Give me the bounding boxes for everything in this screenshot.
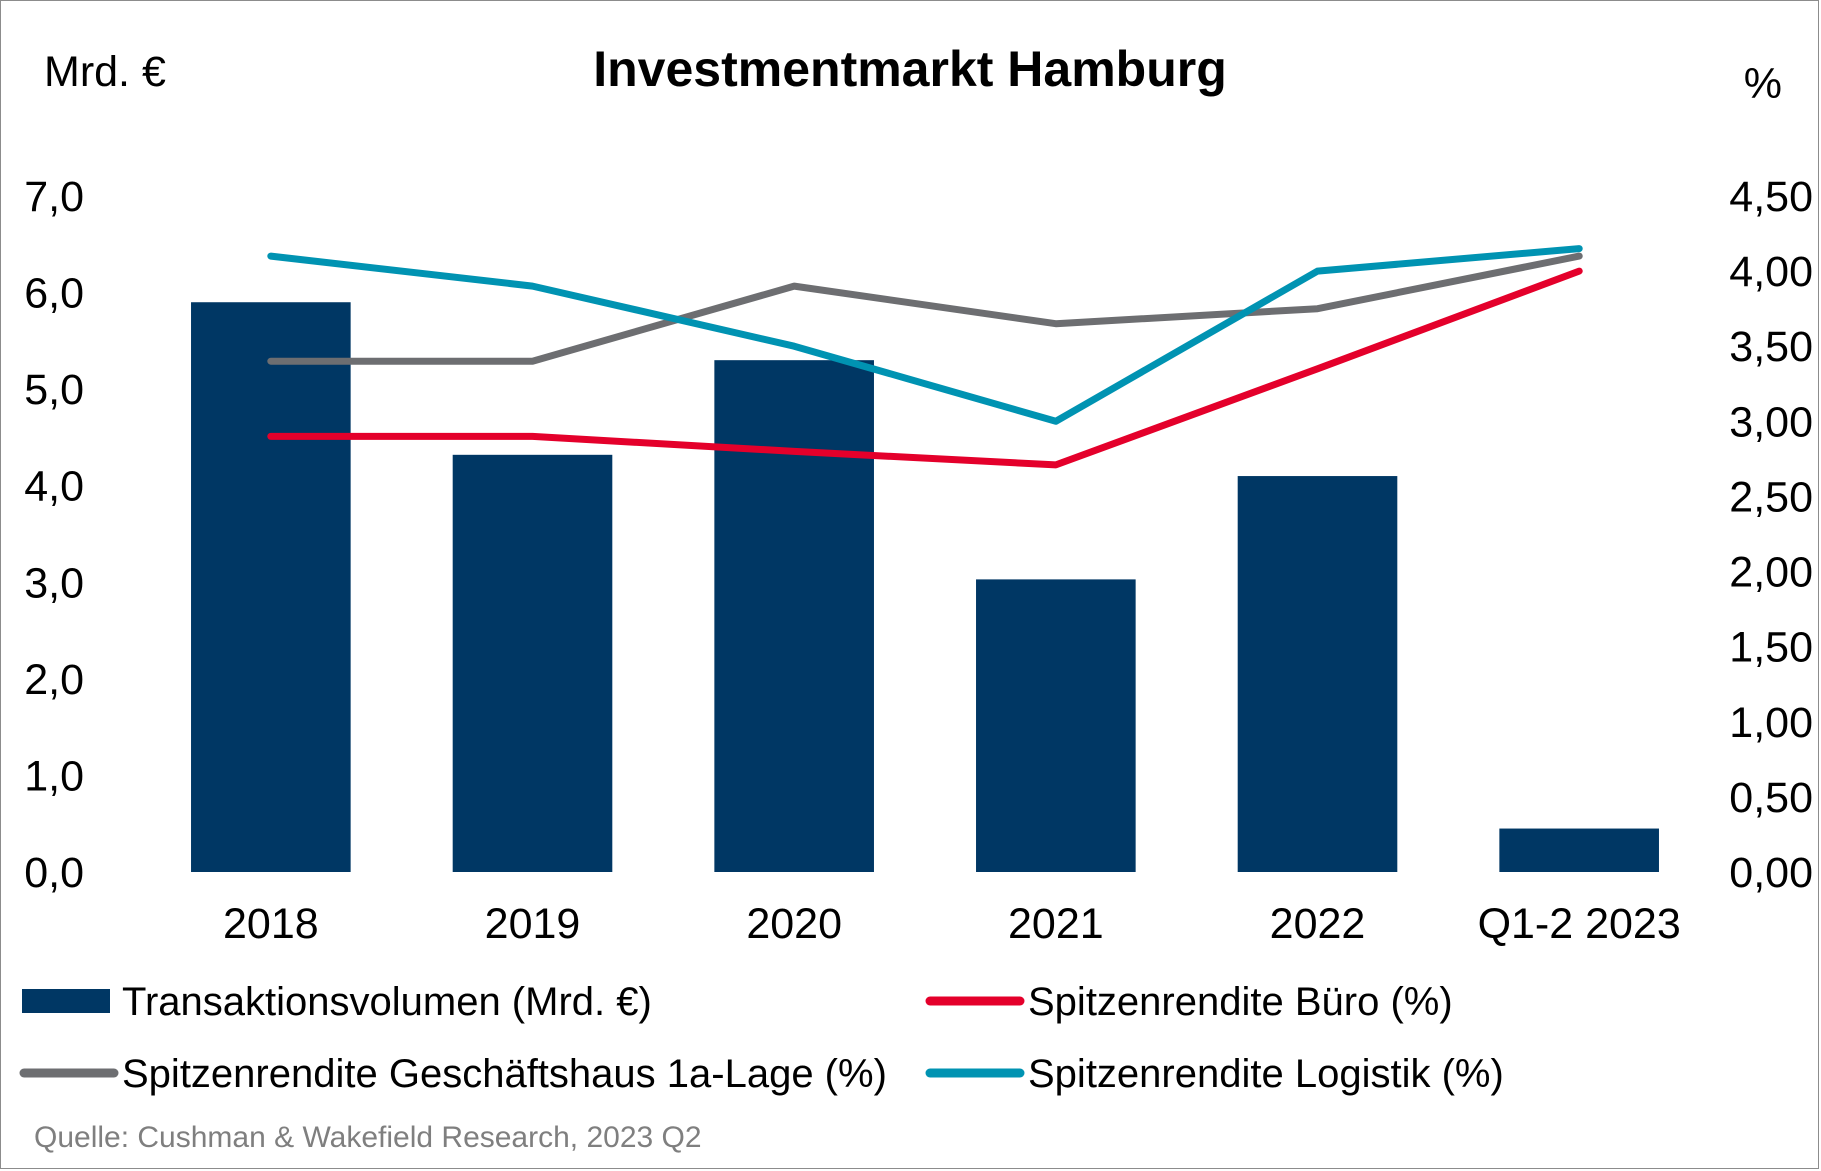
right-axis-unit: % bbox=[1744, 60, 1782, 108]
left-axis-tick-label: 2,0 bbox=[24, 656, 84, 704]
line-series bbox=[267, 245, 1583, 469]
right-axis-tick-label: 3,50 bbox=[1729, 323, 1813, 371]
category-label: 2021 bbox=[1008, 900, 1104, 948]
bar-series bbox=[191, 302, 1659, 872]
category-label: 2020 bbox=[746, 900, 842, 948]
right-axis-tick-label: 3,00 bbox=[1729, 398, 1813, 446]
chart-title: Investmentmarkt Hamburg bbox=[593, 41, 1227, 97]
right-axis-ticks: 0,00 0,50 1,00 1,50 2,00 2,50 3,00 3,50 4,00 4,50 bbox=[1729, 173, 1813, 897]
bar-2022 bbox=[1237, 476, 1398, 872]
category-label: 2018 bbox=[223, 900, 319, 948]
left-axis-tick-label: 0,0 bbox=[24, 849, 84, 897]
left-axis-tick-label: 1,0 bbox=[24, 752, 84, 800]
left-axis-tick-label: 3,0 bbox=[24, 559, 84, 607]
category-label: 2022 bbox=[1270, 900, 1366, 948]
left-axis-ticks: 0,0 1,0 2,0 3,0 4,0 5,0 6,0 7,0 bbox=[24, 173, 84, 897]
right-axis-tick-label: 2,00 bbox=[1729, 549, 1813, 597]
legend-label: Spitzenrendite Geschäftshaus 1a-Lage (%) bbox=[122, 1052, 887, 1096]
left-axis-tick-label: 4,0 bbox=[24, 463, 84, 511]
right-axis-tick-label: 2,50 bbox=[1729, 473, 1813, 521]
line-logistik bbox=[267, 245, 1583, 425]
legend-label: Spitzenrendite Logistik (%) bbox=[1028, 1052, 1504, 1096]
bar-2019 bbox=[452, 454, 613, 872]
legend-label: Spitzenrendite Büro (%) bbox=[1028, 980, 1453, 1024]
left-axis-tick-label: 6,0 bbox=[24, 270, 84, 318]
line-geschaeftshaus bbox=[267, 252, 1583, 365]
bar-2018 bbox=[191, 302, 351, 872]
right-axis-tick-label: 0,50 bbox=[1729, 774, 1813, 822]
bar-2021 bbox=[976, 579, 1136, 872]
legend-swatch-bar bbox=[22, 989, 110, 1013]
legend-label: Transaktionsvolumen (Mrd. €) bbox=[122, 980, 652, 1024]
right-axis-tick-label: 0,00 bbox=[1729, 849, 1813, 897]
category-label: Q1-2 2023 bbox=[1478, 900, 1681, 948]
bar-q1-2-2023 bbox=[1499, 828, 1659, 872]
right-axis-tick-label: 4,00 bbox=[1729, 248, 1813, 296]
left-axis-unit: Mrd. € bbox=[44, 48, 166, 96]
right-axis-tick-label: 1,00 bbox=[1729, 699, 1813, 747]
bar-2020 bbox=[714, 360, 874, 872]
category-label: 2019 bbox=[485, 900, 581, 948]
category-labels: 2018 2019 2020 2021 2022 Q1-2 2023 bbox=[223, 900, 1681, 948]
line-buero bbox=[267, 267, 1583, 469]
legend: Transaktionsvolumen (Mrd. €) Spitzenrendi… bbox=[19, 980, 1504, 1096]
left-axis-tick-label: 7,0 bbox=[24, 173, 84, 221]
left-axis-tick-label: 5,0 bbox=[24, 366, 84, 414]
right-axis-tick-label: 1,50 bbox=[1729, 624, 1813, 672]
right-axis-tick-label: 4,50 bbox=[1729, 173, 1813, 221]
source-note: Quelle: Cushman & Wakefield Research, 20… bbox=[34, 1121, 702, 1154]
